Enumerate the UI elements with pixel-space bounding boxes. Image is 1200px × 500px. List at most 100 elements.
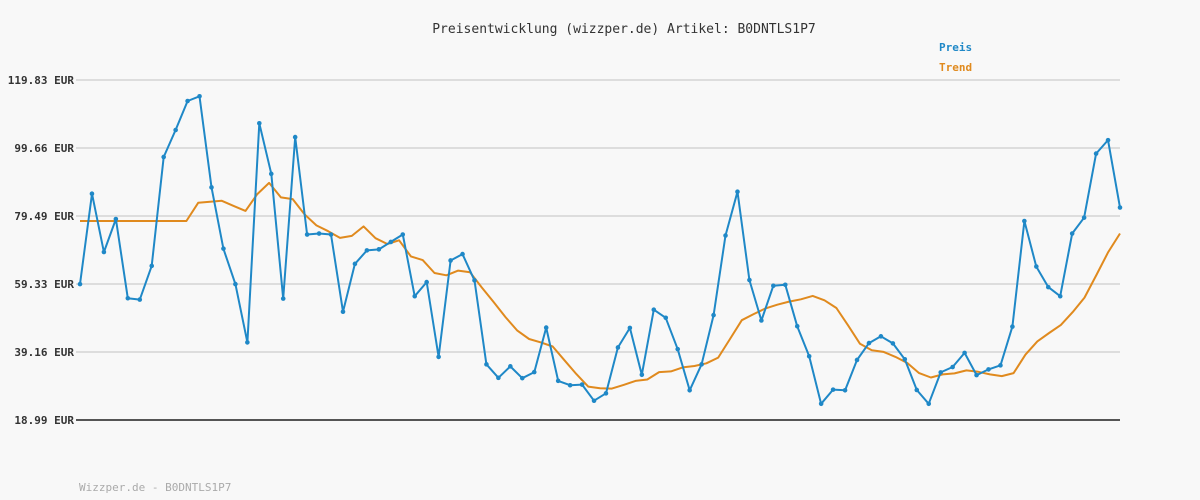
legend-preis-label: Preis bbox=[939, 41, 972, 54]
data-point-preis bbox=[89, 191, 95, 197]
series-layer bbox=[77, 93, 1123, 407]
data-point-preis bbox=[137, 297, 143, 302]
data-point-preis bbox=[1034, 264, 1039, 269]
data-point-preis bbox=[579, 382, 585, 387]
data-point-preis bbox=[854, 357, 860, 363]
data-point-preis bbox=[496, 375, 501, 381]
data-point-preis bbox=[1022, 218, 1027, 224]
data-point-preis bbox=[400, 232, 406, 237]
series-line-trend bbox=[80, 181, 1121, 390]
data-point-preis bbox=[675, 346, 681, 352]
data-point-preis bbox=[866, 340, 872, 346]
data-point-preis bbox=[519, 375, 525, 381]
data-point-preis bbox=[603, 391, 609, 396]
data-point-preis bbox=[221, 246, 226, 251]
data-point-preis bbox=[962, 350, 967, 356]
data-point-preis bbox=[472, 278, 477, 283]
data-point-preis bbox=[759, 318, 764, 323]
data-point-preis bbox=[627, 325, 633, 331]
y-tick-label: 18.99 EUR bbox=[14, 414, 74, 427]
y-tick-label: 39.16 EUR bbox=[14, 346, 74, 359]
data-point-preis bbox=[914, 387, 920, 393]
data-point-preis bbox=[818, 401, 824, 407]
data-point-preis bbox=[806, 353, 812, 359]
data-point-preis bbox=[233, 281, 238, 287]
data-point-preis bbox=[1010, 324, 1015, 329]
data-point-preis bbox=[950, 364, 955, 370]
y-tick-label: 79.49 EUR bbox=[14, 210, 74, 223]
data-point-preis bbox=[974, 372, 979, 378]
data-point-preis bbox=[364, 248, 370, 253]
data-point-preis bbox=[794, 323, 800, 329]
data-point-preis bbox=[986, 367, 991, 372]
data-point-preis bbox=[938, 370, 943, 375]
data-point-preis bbox=[388, 239, 394, 245]
data-point-preis bbox=[1057, 293, 1063, 299]
data-point-preis bbox=[113, 216, 119, 222]
data-point-preis bbox=[125, 295, 131, 301]
data-point-preis bbox=[424, 279, 429, 285]
y-tick-label: 59.33 EUR bbox=[14, 278, 74, 291]
data-point-preis bbox=[161, 154, 166, 160]
data-point-preis bbox=[890, 341, 896, 346]
data-point-preis bbox=[1045, 284, 1051, 290]
data-point-preis bbox=[699, 362, 704, 367]
data-point-preis bbox=[460, 251, 465, 257]
data-point-preis bbox=[842, 387, 848, 393]
data-point-preis bbox=[173, 127, 178, 133]
grid-lines bbox=[76, 79, 1120, 353]
data-point-preis bbox=[77, 281, 83, 287]
data-point-preis bbox=[998, 363, 1003, 368]
data-point-preis bbox=[376, 247, 382, 252]
series-line-preis bbox=[79, 95, 1121, 405]
data-point-preis bbox=[508, 364, 513, 369]
data-point-preis bbox=[663, 315, 669, 321]
chart-title: Preisentwicklung (wizzper.de) Artikel: B… bbox=[432, 22, 816, 37]
data-point-preis bbox=[185, 98, 190, 104]
data-point-preis bbox=[878, 334, 884, 339]
data-point-preis bbox=[340, 309, 346, 315]
data-point-preis bbox=[412, 293, 418, 299]
data-point-preis bbox=[484, 362, 489, 367]
data-point-preis bbox=[1069, 231, 1075, 236]
data-point-preis bbox=[316, 231, 322, 236]
data-point-preis bbox=[687, 387, 692, 393]
data-point-preis bbox=[257, 120, 262, 126]
data-point-preis bbox=[567, 382, 573, 388]
y-tick-label: 119.83 EUR bbox=[8, 74, 75, 87]
data-point-preis bbox=[555, 378, 561, 384]
data-point-preis bbox=[543, 325, 549, 330]
data-point-preis bbox=[711, 312, 716, 318]
data-point-preis bbox=[782, 282, 788, 288]
data-point-preis bbox=[1093, 151, 1099, 156]
data-point-preis bbox=[304, 232, 310, 237]
data-point-preis bbox=[352, 261, 358, 267]
footer-credit: Wizzper.de - B0DNTLS1P7 bbox=[79, 481, 231, 494]
data-point-preis bbox=[1081, 215, 1087, 220]
data-point-preis bbox=[615, 345, 621, 350]
data-point-preis bbox=[735, 189, 740, 195]
data-point-preis bbox=[639, 372, 645, 378]
data-point-preis bbox=[280, 296, 286, 301]
data-point-preis bbox=[926, 401, 932, 407]
data-point-preis bbox=[1105, 137, 1111, 143]
data-point-preis bbox=[591, 398, 597, 404]
data-point-preis bbox=[448, 258, 453, 263]
data-point-preis bbox=[292, 134, 298, 140]
y-tick-label: 99.66 EUR bbox=[14, 142, 74, 155]
data-point-preis bbox=[1117, 205, 1123, 210]
y-axis-labels: 119.83 EUR 99.66 EUR 79.49 EUR 59.33 EUR 39.… bbox=[8, 74, 75, 427]
data-point-preis bbox=[651, 307, 657, 313]
data-point-preis bbox=[830, 387, 836, 392]
legend-trend-label: Trend bbox=[939, 61, 972, 74]
data-point-preis bbox=[209, 185, 214, 190]
data-point-preis bbox=[101, 249, 107, 255]
data-point-preis bbox=[902, 356, 908, 362]
data-point-preis bbox=[245, 340, 250, 345]
data-point-preis bbox=[723, 233, 728, 238]
data-point-preis bbox=[268, 171, 274, 177]
data-point-preis bbox=[771, 283, 776, 289]
data-point-preis bbox=[328, 232, 334, 237]
data-point-preis bbox=[436, 354, 441, 360]
